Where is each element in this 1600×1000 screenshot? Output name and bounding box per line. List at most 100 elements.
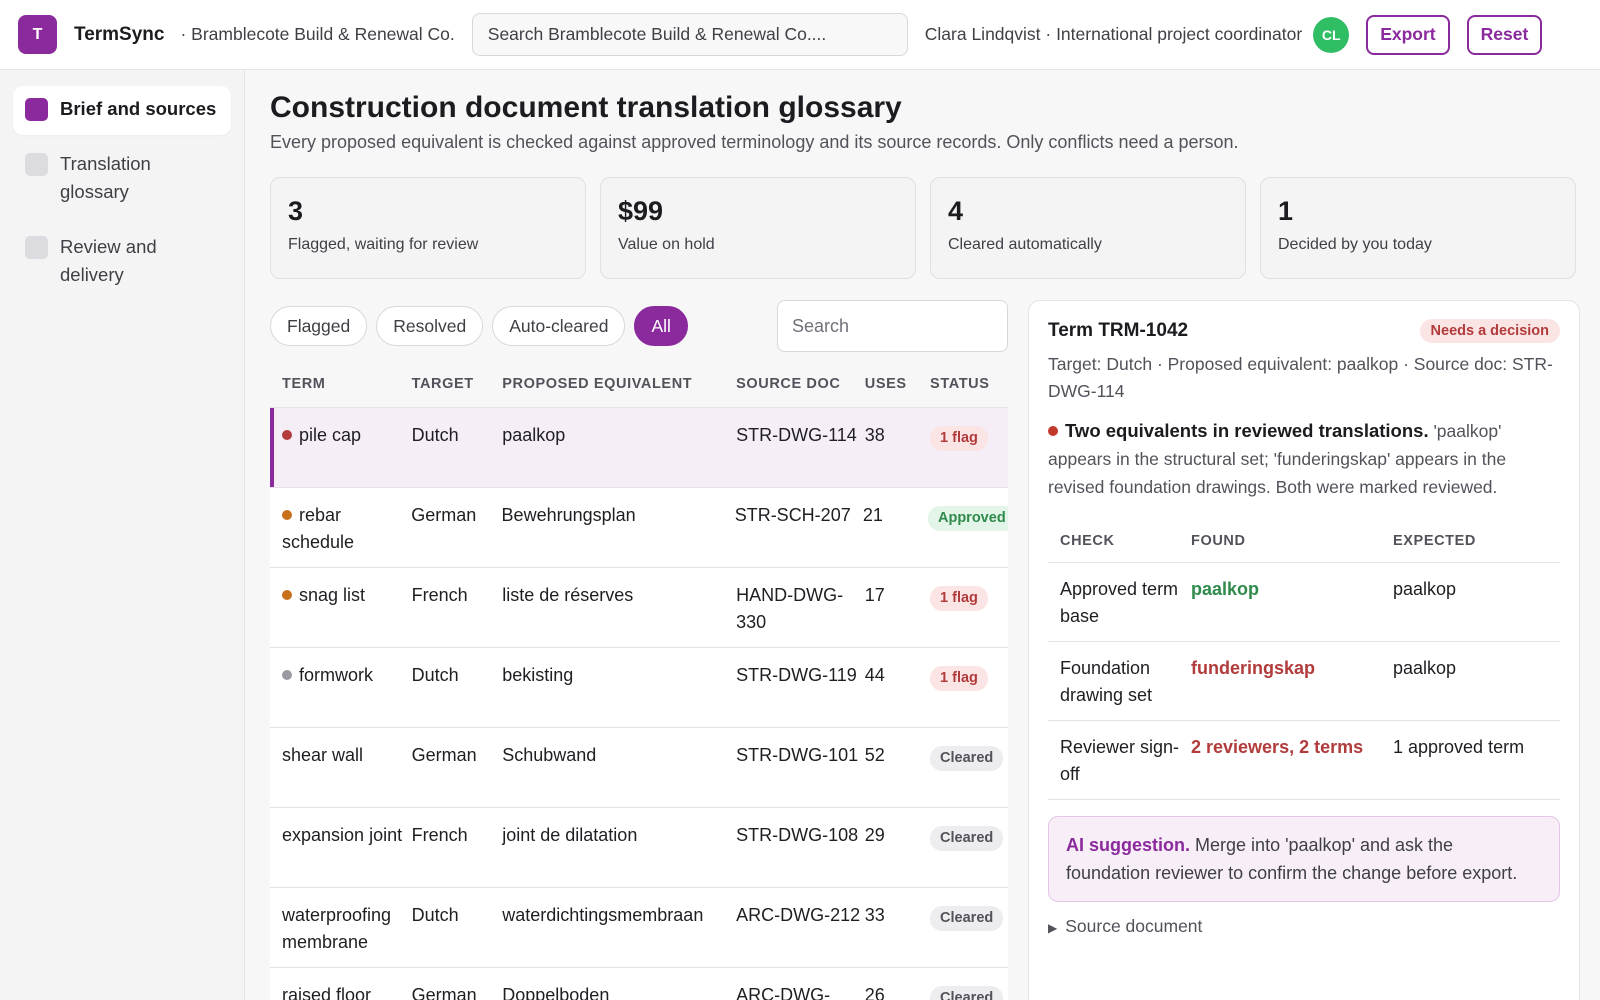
table-header: TERM TARGET PROPOSED EQUIVALENT SOURCE D…	[270, 360, 1008, 408]
stat-label: Flagged, waiting for review	[288, 236, 479, 253]
table-row[interactable]: shear wall German Schubwand STR-DWG-101 52 Cl…	[270, 728, 1008, 808]
term-text: formwork	[299, 665, 374, 685]
check-name: Foundation drawing set	[1060, 658, 1153, 705]
sidebar-item-brief-and-sources[interactable]: Brief and sources	[13, 86, 231, 135]
table-row[interactable]: raised floor German Doppelboden ARC-DWG- 26 C…	[270, 968, 1008, 1000]
source-document-toggle[interactable]: ▶ Source document	[1048, 916, 1560, 937]
check-found: 2 reviewers, 2 terms	[1191, 737, 1364, 757]
term-text: snag list	[299, 585, 366, 605]
cell-target: Dutch	[411, 425, 459, 445]
cell-uses: 17	[864, 585, 885, 605]
status-badge: Cleared	[930, 906, 1004, 931]
cell-source-doc: HAND-DWG-330	[736, 585, 844, 632]
column-header-uses[interactable]: USES	[864, 375, 907, 392]
stat-value: $99	[618, 196, 664, 226]
checks-table: CHECK FOUND EXPECTED Approved term base …	[1048, 519, 1560, 800]
detail-meta: Target: Dutch · Proposed equivalent: paa…	[1048, 354, 1553, 401]
cell-uses: 33	[864, 905, 885, 925]
column-header-source-doc[interactable]: SOURCE DOC	[736, 375, 841, 392]
cell-status: Cleared	[930, 808, 1008, 887]
cell-status: Cleared	[930, 968, 1008, 1000]
stat-card-cleared: 4 Cleared automatically	[930, 177, 1246, 279]
table-row[interactable]: rebar schedule German Bewehrungsplan STR-SC…	[270, 488, 1008, 568]
cell-target: German	[411, 745, 477, 765]
filter-chip-flagged[interactable]: Flagged	[270, 306, 368, 346]
status-badge: Approved	[928, 506, 1008, 531]
column-header-target[interactable]: TARGET	[411, 375, 474, 392]
severity-dot-icon	[282, 590, 292, 600]
page-subtitle: Every proposed equivalent is checked aga…	[270, 132, 1239, 152]
step-check-icon	[25, 98, 48, 121]
table-row[interactable]: pile cap Dutch paalkop STR-DWG-114 38 1 flag	[270, 408, 1008, 488]
cell-equivalent: joint de dilatation	[502, 825, 638, 845]
status-badge: 1 flag	[930, 426, 988, 451]
term-text: raised floor	[282, 985, 372, 1000]
column-header-equivalent[interactable]: PROPOSED EQUIVALENT	[502, 375, 693, 392]
checks-header-found: FOUND	[1191, 532, 1246, 549]
status-badge: Cleared	[930, 986, 1004, 1000]
checks-header: CHECK FOUND EXPECTED	[1048, 519, 1560, 563]
check-found: funderingskap	[1191, 658, 1316, 678]
check-expected: 1 approved term	[1393, 737, 1525, 757]
cell-term: rebar schedule	[270, 488, 411, 567]
check-name: Approved term base	[1060, 579, 1179, 626]
checks-header-check: CHECK	[1060, 532, 1115, 549]
filter-chip-auto-cleared[interactable]: Auto-cleared	[492, 306, 626, 346]
cell-target: German	[411, 985, 477, 1000]
filter-chips: Flagged Resolved Auto-cleared All	[270, 306, 688, 346]
cell-term: shear wall	[270, 728, 412, 807]
filter-chip-all[interactable]: All	[634, 306, 688, 346]
export-button[interactable]: Export	[1366, 14, 1450, 55]
severity-dot-icon	[282, 510, 292, 520]
stat-card-decided: 1 Decided by you today	[1260, 177, 1576, 279]
cell-target: Dutch	[411, 665, 459, 685]
cell-term: expansion joint	[270, 808, 412, 887]
global-search-input[interactable]	[471, 13, 908, 56]
detail-title: Term TRM-1042	[1048, 320, 1189, 341]
cell-term: waterproofing membrane	[270, 888, 412, 967]
filter-chip-resolved[interactable]: Resolved	[376, 306, 484, 346]
status-badge: 1 flag	[930, 586, 988, 611]
cell-target: German	[411, 505, 477, 525]
top-bar: T TermSync · Bramblecote Build & Renewal…	[0, 0, 1600, 70]
caret-right-icon: ▶	[1048, 921, 1058, 935]
cell-source-doc: STR-SCH-207	[734, 505, 851, 525]
column-header-status[interactable]: STATUS	[930, 375, 990, 392]
cell-status: Cleared	[930, 888, 1008, 967]
table-search-input[interactable]	[777, 300, 1008, 352]
stat-label: Value on hold	[618, 236, 715, 253]
stat-value: 3	[288, 196, 304, 226]
cell-uses: 29	[864, 825, 885, 845]
cell-source-doc: STR-DWG-101	[736, 745, 859, 765]
table-row[interactable]: snag list French liste de réserves HAND-DWG…	[270, 568, 1008, 648]
table-body: pile cap Dutch paalkop STR-DWG-114 38 1 flag r…	[270, 408, 1008, 1000]
ai-suggestion: AI suggestion. Merge into 'paalkop' and …	[1048, 816, 1560, 902]
table-row[interactable]: waterproofing membrane Dutch waterdichting…	[270, 888, 1008, 968]
glossary-table: TERM TARGET PROPOSED EQUIVALENT SOURCE D…	[270, 360, 1008, 1000]
cell-uses: 21	[862, 505, 883, 525]
check-row-reviewer-signoff: Reviewer sign-off 2 reviewers, 2 terms 1…	[1048, 721, 1560, 800]
ai-suggestion-text: Merge into 'paalkop' and ask the foundat…	[1066, 835, 1518, 883]
cell-status: Approved	[928, 488, 1008, 567]
reset-button[interactable]: Reset	[1466, 14, 1543, 55]
term-text: waterproofing membrane	[282, 905, 392, 952]
avatar[interactable]: CL	[1313, 16, 1350, 53]
column-header-term[interactable]: TERM	[282, 375, 326, 392]
cell-equivalent: waterdichtingsmembraan	[502, 905, 704, 925]
table-row[interactable]: expansion joint French joint de dilatation…	[270, 808, 1008, 888]
sidebar-item-translation-glossary[interactable]: Translation glossary	[13, 141, 231, 218]
cell-uses: 52	[864, 745, 885, 765]
sidebar-item-review-and-delivery[interactable]: Review and delivery	[13, 224, 231, 301]
cell-equivalent: bekisting	[502, 665, 574, 685]
check-expected: paalkop	[1393, 658, 1457, 678]
stats-row: 3 Flagged, waiting for review $99 Value …	[270, 177, 1576, 279]
cell-target: French	[411, 825, 468, 845]
cell-source-doc: STR-DWG-119	[736, 665, 857, 685]
stat-label: Decided by you today	[1278, 236, 1432, 253]
severity-dot-icon	[282, 430, 292, 440]
table-row[interactable]: formwork Dutch bekisting STR-DWG-119 44 1 fla…	[270, 648, 1008, 728]
cell-uses: 44	[864, 665, 885, 685]
cell-source-doc: STR-DWG-114	[736, 425, 857, 445]
status-badge: Cleared	[930, 746, 1004, 771]
cell-status: 1 flag	[930, 408, 1008, 487]
